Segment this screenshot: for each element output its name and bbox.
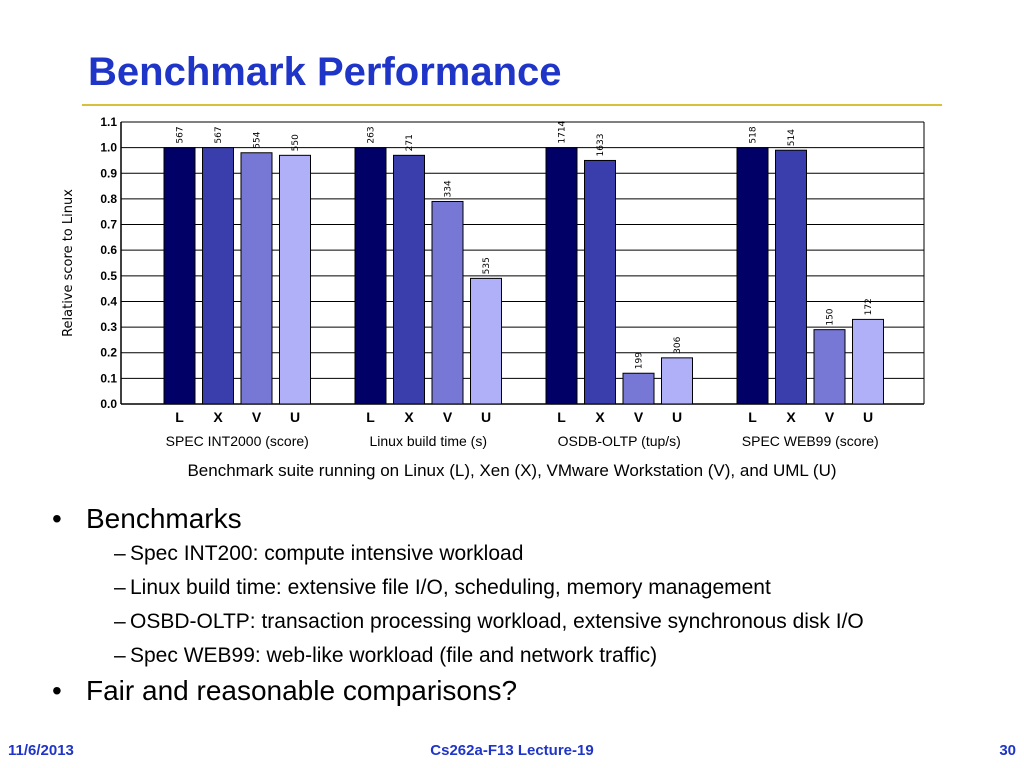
- bar-value-label: 334: [444, 180, 454, 197]
- bullet-list: • Benchmarks – Spec INT200: compute intens…: [52, 502, 992, 708]
- x-series-label: U: [290, 409, 300, 425]
- bar: [775, 149, 807, 405]
- bullet-marker: •: [52, 503, 62, 534]
- bar-value-label: 514: [787, 129, 797, 146]
- y-tick-label: 0.1: [100, 371, 117, 385]
- group-label: Linux build time (s): [370, 433, 488, 449]
- bar-value-label: 550: [291, 134, 301, 151]
- sub-bullet-marker: –: [114, 542, 126, 565]
- bar-value-label: 567: [214, 126, 224, 143]
- benchmark-bar-chart: 0.0 0.1 0.2 0.3 0.4 0.5 0.6 0.7 0.8 0.9 1.0 1.1 Rela…: [61, 115, 925, 449]
- bullet-text: Benchmarks: [86, 503, 242, 534]
- y-tick-label: 0.0: [100, 397, 117, 411]
- bar: [279, 154, 311, 405]
- bar-value-label: 1633: [596, 134, 606, 157]
- bar: [584, 159, 616, 405]
- x-series-label: L: [366, 409, 375, 425]
- y-tick-label: 0.3: [100, 320, 117, 334]
- y-tick-label: 0.7: [100, 218, 117, 232]
- sub-bullet-osdb-oltp: – OSBD-OLTP: transaction processing workl…: [52, 610, 920, 634]
- x-series-label: U: [481, 409, 491, 425]
- sub-bullet-text: Spec WEB99: web-like workload (file and …: [130, 644, 658, 667]
- bar: [736, 147, 769, 405]
- y-tick-label: 0.8: [100, 192, 117, 206]
- bar-value-label: 172: [864, 298, 874, 315]
- sub-bullet-text: OSBD-OLTP: transaction processing worklo…: [130, 610, 864, 633]
- bar: [163, 147, 196, 405]
- bar-value-label: 518: [749, 126, 759, 143]
- bar-value-label: 567: [176, 126, 186, 143]
- x-series-label: V: [443, 409, 453, 425]
- bullet-item-comparisons: • Fair and reasonable comparisons?: [52, 674, 992, 708]
- sub-bullet-marker: –: [114, 576, 126, 599]
- x-series-label: L: [175, 409, 184, 425]
- y-tick-label: 0.6: [100, 243, 117, 257]
- x-series-label: U: [672, 409, 682, 425]
- bar-value-label: 1714: [558, 120, 568, 143]
- sub-bullet-marker: –: [114, 644, 126, 667]
- bar-value-label: 150: [826, 308, 836, 325]
- bar: [661, 357, 693, 405]
- bar: [813, 329, 846, 405]
- bullet-text: Fair and reasonable comparisons?: [86, 675, 518, 706]
- bar-value-label: 199: [635, 352, 645, 369]
- x-series-label: V: [825, 409, 835, 425]
- y-tick-label: 0.2: [100, 346, 117, 360]
- slide-title: Benchmark Performance: [88, 50, 562, 94]
- sub-bullet-text: Spec INT200: compute intensive workload: [130, 542, 524, 565]
- x-series-label: X: [213, 409, 223, 425]
- bar-value-label: 263: [367, 126, 377, 143]
- bar: [240, 152, 273, 405]
- sub-bullet-linux-build: – Linux build time: extensive file I/O, s…: [52, 576, 992, 600]
- y-tick-label: 0.5: [100, 269, 117, 283]
- bar: [431, 200, 464, 405]
- bar-value-label: 535: [482, 257, 492, 274]
- y-axis-label: Relative score to Linux: [61, 189, 76, 337]
- x-series-label: X: [786, 409, 796, 425]
- x-series-label: X: [404, 409, 414, 425]
- bar-value-label: 554: [253, 131, 263, 148]
- bullet-marker: •: [52, 675, 62, 706]
- y-tick-label: 1.0: [100, 141, 117, 155]
- x-series-label: U: [863, 409, 873, 425]
- sub-bullet-marker: –: [114, 610, 126, 633]
- bar: [545, 147, 578, 405]
- y-tick-label: 0.9: [100, 166, 117, 180]
- sub-bullet-text: Linux build time: extensive file I/O, sc…: [130, 576, 771, 599]
- x-series-label: L: [557, 409, 566, 425]
- group-label: OSDB-OLTP (tup/s): [558, 433, 681, 449]
- x-series-label: L: [748, 409, 757, 425]
- bar: [470, 277, 502, 405]
- footer-page-number: 30: [999, 742, 1016, 759]
- bar: [393, 154, 425, 405]
- chart-caption: Benchmark suite running on Linux (L), Xe…: [187, 461, 837, 480]
- bar-value-label: 271: [405, 134, 415, 151]
- x-series-label: V: [252, 409, 262, 425]
- y-tick-label: 0.4: [100, 294, 117, 308]
- footer-course: Cs262a-F13 Lecture-19: [430, 742, 594, 759]
- bar: [354, 147, 387, 405]
- bar: [852, 318, 884, 405]
- bar-value-label: 306: [673, 336, 683, 353]
- footer-date: 11/6/2013: [8, 742, 74, 759]
- sub-bullet-specweb: – Spec WEB99: web-like workload (file and…: [52, 644, 992, 668]
- bar: [202, 147, 234, 405]
- x-series-label: X: [595, 409, 605, 425]
- group-label: SPEC WEB99 (score): [742, 433, 879, 449]
- bullet-item-benchmarks: • Benchmarks: [52, 502, 992, 536]
- title-divider: [82, 104, 942, 106]
- y-tick-label: 1.1: [100, 115, 117, 129]
- group-label: SPEC INT2000 (score): [166, 433, 309, 449]
- sub-bullet-specint: – Spec INT200: compute intensive workload: [52, 542, 992, 566]
- x-series-label: V: [634, 409, 644, 425]
- bar: [622, 372, 655, 405]
